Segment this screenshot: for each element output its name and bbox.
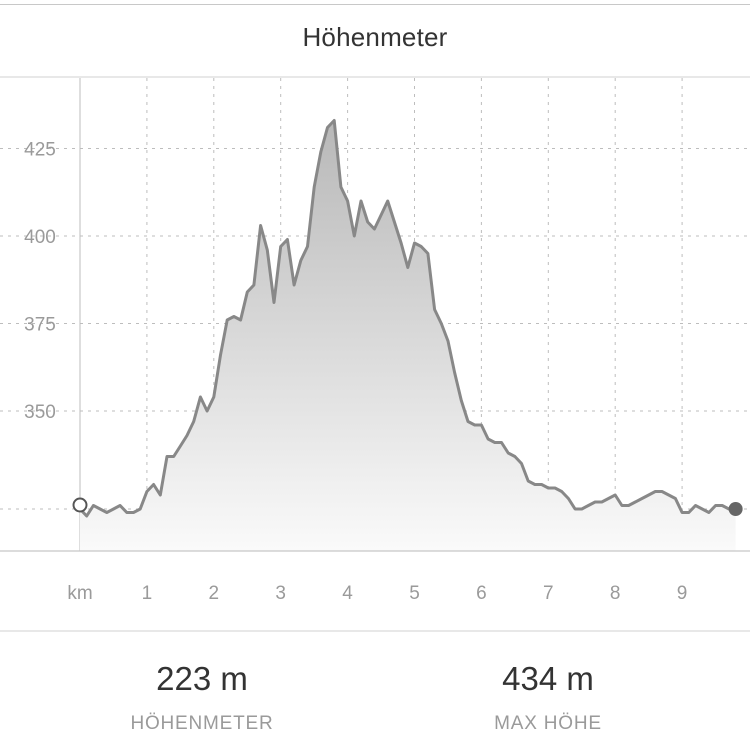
x-tick-label: 9 bbox=[677, 583, 688, 604]
x-tick-label: 8 bbox=[610, 583, 621, 604]
y-tick-label: 425 bbox=[24, 140, 56, 161]
max-height-value: 434 m bbox=[502, 660, 594, 697]
end-marker bbox=[728, 502, 743, 516]
elevation-area bbox=[80, 120, 736, 551]
x-unit-label: km bbox=[67, 583, 92, 604]
x-tick-label: 3 bbox=[275, 583, 286, 604]
x-tick-label: 1 bbox=[142, 583, 153, 604]
x-axis-ticks: 1 2 3 4 5 6 7 8 9 bbox=[142, 583, 688, 604]
elevation-gain-value: 223 m bbox=[156, 660, 248, 697]
x-tick-label: 4 bbox=[342, 583, 353, 604]
max-height-label: MAX HÖHE bbox=[494, 713, 602, 734]
top-divider bbox=[0, 4, 750, 5]
x-tick-label: 6 bbox=[476, 583, 487, 604]
x-tick-label: 7 bbox=[543, 583, 554, 604]
page-title: Höhenmeter bbox=[302, 22, 448, 52]
elevation-chart: 350 375 400 425 1 2 3 4 5 6 7 8 9 km bbox=[0, 76, 750, 632]
x-tick-label: 5 bbox=[409, 583, 420, 604]
start-marker bbox=[72, 497, 88, 513]
y-axis-ticks: 350 375 400 425 bbox=[24, 140, 56, 424]
y-tick-label: 375 bbox=[24, 315, 56, 336]
x-tick-label: 2 bbox=[209, 583, 220, 604]
elevation-gain-label: HÖHENMETER bbox=[130, 713, 274, 734]
elevation-line bbox=[78, 119, 736, 518]
y-tick-label: 400 bbox=[24, 227, 56, 248]
y-tick-label: 350 bbox=[24, 402, 56, 423]
